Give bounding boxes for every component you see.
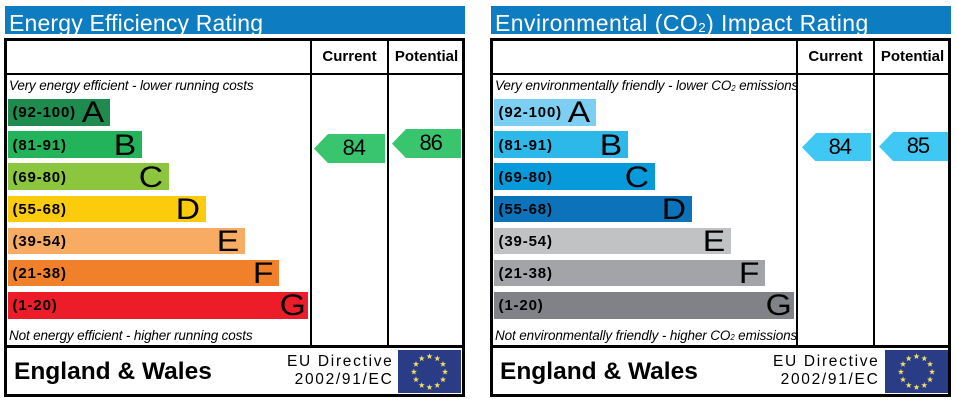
svg-text:86: 86 [419,129,442,154]
svg-text:85: 85 [906,132,929,157]
svg-text:84: 84 [828,133,851,158]
svg-text:84: 84 [343,135,366,160]
